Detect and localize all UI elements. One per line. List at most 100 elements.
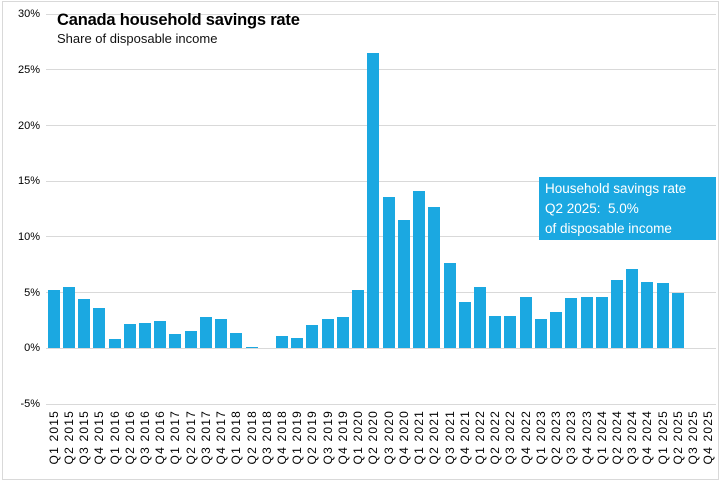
x-tick-label: Q4 2017 [214, 410, 229, 465]
bar-Q1-2021 [413, 191, 426, 349]
x-tick-label: Q2 2025 [670, 410, 685, 465]
bar-Q4-2024 [641, 281, 654, 349]
annotation-line-1: Household savings rate [545, 181, 687, 196]
x-tick-label: Q1 2019 [290, 410, 305, 465]
x-tick-label: Q4 2018 [275, 410, 290, 465]
bar-Q4-2021 [458, 301, 471, 349]
bar-Q1-2016 [108, 339, 121, 349]
x-tick-label: Q4 2023 [579, 410, 594, 465]
bar-Q1-2025 [656, 282, 669, 349]
annotation-line-2: Q2 2025: 5.0% [545, 201, 639, 216]
bar-Q1-2018 [230, 332, 243, 349]
gridline--5% [46, 403, 716, 405]
y-tick-label: 15% [17, 175, 40, 188]
bar-Q4-2023 [580, 297, 593, 349]
bar-Q2-2015 [62, 287, 75, 349]
bar-Q3-2022 [504, 316, 517, 349]
x-tick-label: Q3 2019 [320, 410, 335, 465]
bar-Q2-2021 [428, 206, 441, 349]
x-tick-label: Q4 2025 [701, 410, 716, 465]
y-tick-label: 5% [24, 286, 40, 299]
bar-Q1-2020 [352, 290, 365, 349]
gridline-10% [46, 236, 716, 238]
y-tick-label: 25% [17, 63, 40, 76]
x-tick-label: Q3 2021 [442, 410, 457, 465]
y-tick-label: 0% [24, 342, 40, 355]
bar-Q3-2015 [78, 299, 91, 349]
bar-Q3-2020 [382, 196, 395, 349]
x-tick-label: Q4 2022 [518, 410, 533, 465]
x-tick-label: Q2 2019 [305, 410, 320, 465]
y-tick-label: 20% [17, 119, 40, 132]
bar-Q4-2019 [336, 317, 349, 349]
bar-Q4-2020 [397, 220, 410, 349]
x-tick-label: Q1 2016 [107, 410, 122, 465]
x-tick-label: Q4 2021 [457, 410, 472, 465]
annotation-callout: Household savings rate Q2 2025: 5.0% of … [539, 177, 716, 240]
bar-Q1-2017 [169, 333, 182, 349]
bar-Q3-2023 [565, 298, 578, 349]
gridline-5% [46, 292, 716, 294]
x-tick-label: Q2 2023 [549, 410, 564, 465]
x-tick-label: Q1 2015 [46, 410, 61, 465]
bar-Q2-2025 [671, 292, 684, 349]
x-tick-label: Q1 2025 [655, 410, 670, 465]
x-tick-label: Q1 2021 [412, 410, 427, 465]
x-tick-label: Q2 2018 [244, 410, 259, 465]
bar-Q2-2018 [245, 347, 258, 349]
bar-Q2-2022 [489, 316, 502, 349]
bar-Q2-2020 [367, 53, 380, 349]
bar-Q2-2017 [184, 330, 197, 349]
bar-Q1-2023 [534, 319, 547, 349]
bar-Q2-2023 [550, 311, 563, 349]
x-tick-label: Q1 2022 [472, 410, 487, 465]
y-tick-label: -5% [20, 398, 40, 411]
x-tick-label: Q3 2020 [381, 410, 396, 465]
bar-Q1-2024 [595, 297, 608, 349]
y-tick-label: 30% [17, 8, 40, 21]
x-tick-label: Q3 2024 [625, 410, 640, 465]
x-tick-label: Q1 2018 [229, 410, 244, 465]
chart-title: Canada household savings rate [57, 11, 300, 29]
bar-Q3-2021 [443, 262, 456, 349]
x-tick-label: Q2 2017 [183, 410, 198, 465]
x-tick-label: Q4 2019 [335, 410, 350, 465]
bar-Q3-2024 [626, 269, 639, 349]
bar-Q2-2019 [306, 324, 319, 349]
x-tick-label: Q1 2017 [168, 410, 183, 465]
x-tick-label: Q1 2023 [533, 410, 548, 465]
gridline-20% [46, 125, 716, 127]
annotation-line-3: of disposable income [545, 221, 672, 236]
bar-Q3-2016 [138, 322, 151, 349]
x-tick-label: Q2 2022 [488, 410, 503, 465]
bar-Q2-2016 [123, 323, 136, 349]
bar-Q4-2017 [215, 319, 228, 349]
x-tick-label: Q4 2024 [640, 410, 655, 465]
gridline-30% [46, 13, 716, 15]
chart-subtitle: Share of disposable income [57, 31, 218, 46]
y-tick-label: 10% [17, 230, 40, 243]
x-tick-label: Q1 2024 [594, 410, 609, 465]
x-tick-label: Q4 2016 [153, 410, 168, 465]
x-tick-label: Q2 2021 [427, 410, 442, 465]
gridline-25% [46, 69, 716, 71]
x-tick-label: Q3 2016 [137, 410, 152, 465]
x-tick-label: Q3 2018 [259, 410, 274, 465]
bar-Q1-2019 [291, 338, 304, 349]
bar-Q3-2019 [321, 319, 334, 349]
x-tick-label: Q4 2015 [92, 410, 107, 465]
x-tick-label: Q3 2023 [564, 410, 579, 465]
gridline-0% [46, 347, 716, 349]
bar-Q1-2022 [473, 287, 486, 349]
x-tick-label: Q3 2017 [198, 410, 213, 465]
bar-Q4-2016 [154, 320, 167, 349]
bar-Q1-2015 [47, 290, 60, 349]
x-tick-label: Q3 2022 [503, 410, 518, 465]
gridline-15% [46, 180, 716, 182]
x-tick-label: Q2 2015 [61, 410, 76, 465]
x-tick-label: Q3 2015 [77, 410, 92, 465]
x-tick-label: Q2 2024 [610, 410, 625, 465]
bar-Q4-2022 [519, 297, 532, 349]
